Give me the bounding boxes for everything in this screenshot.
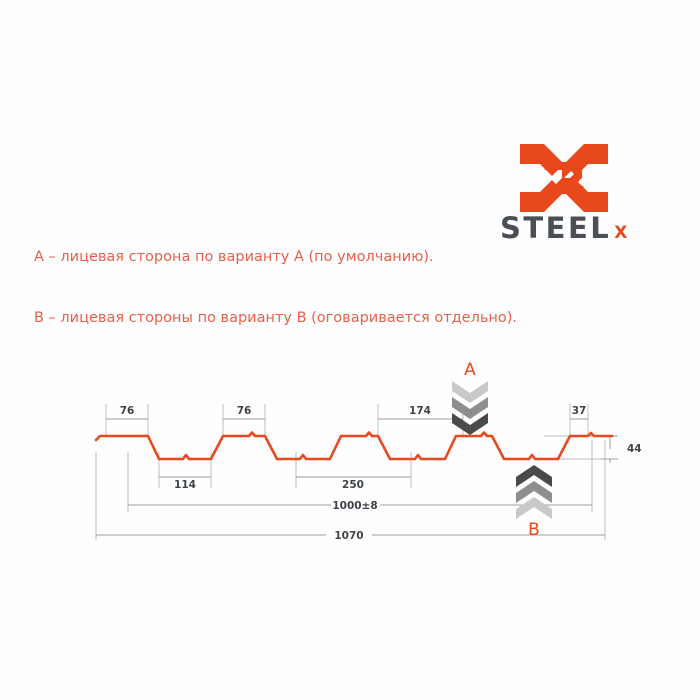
dim-label-valley-114: 114: [174, 479, 196, 491]
steelx-x-mark-icon: [518, 142, 610, 214]
dim-label-pitch-250: 250: [342, 479, 364, 491]
variant-a-label: A: [464, 360, 476, 380]
profile-technical-drawing: 76 76 174 37 114 250 1000±8 1070 44 A: [0, 345, 700, 560]
legend-variant-a: A – лицевая сторона по варианту A (по ум…: [34, 249, 434, 265]
dimension-lines: [96, 418, 618, 536]
dim-label-working-width: 1000±8: [332, 500, 377, 512]
variant-b-label: B: [528, 520, 540, 540]
brand-wordmark-primary: STEEL: [500, 211, 612, 245]
dim-label-crest-1: 76: [120, 405, 135, 417]
chevron-up-icon: [516, 465, 552, 519]
brand-wordmark: STEEL X: [500, 214, 660, 248]
dim-label-edge-37: 37: [572, 405, 587, 417]
dim-label-crest-2: 76: [237, 405, 252, 417]
dim-label-height-44: 44: [627, 443, 642, 455]
dim-label-total-width: 1070: [334, 530, 363, 542]
legend-variant-b: B – лицевая стороны по варианту B (огова…: [34, 310, 518, 326]
chevron-down-icon: [452, 381, 488, 435]
brand-wordmark-accent: X: [614, 223, 628, 243]
dim-label-module-174: 174: [409, 405, 431, 417]
variant-a-marker: A: [452, 360, 488, 435]
dimension-labels: 76 76 174 37 114 250 1000±8 1070 44: [120, 405, 642, 542]
profile-outline: [94, 431, 614, 461]
variant-b-marker: B: [516, 465, 552, 540]
brand-logo: STEEL X: [500, 142, 660, 252]
